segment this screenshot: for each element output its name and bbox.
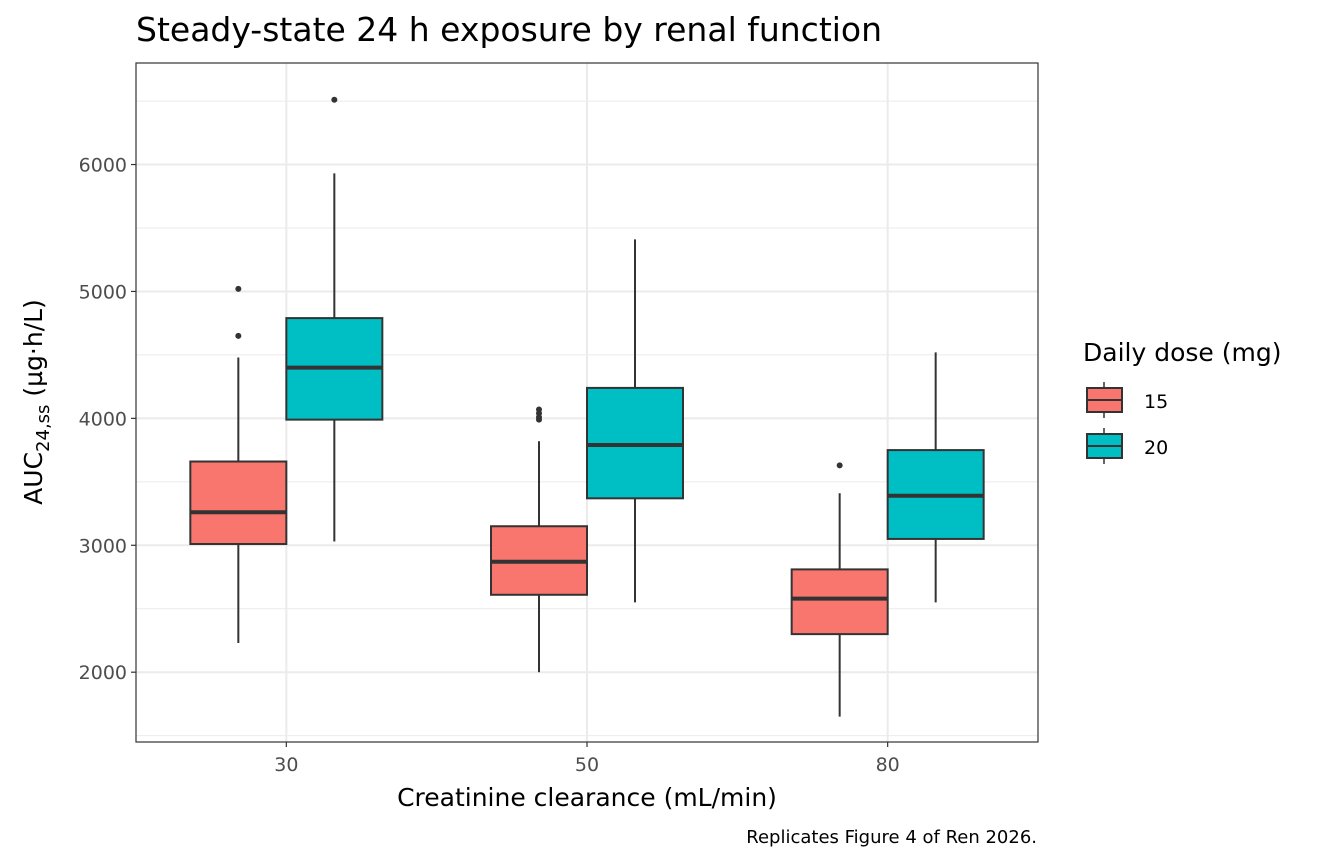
y-axis-title-unit: (µg·h/L) — [19, 299, 48, 404]
x-axis: 30 50 80 — [274, 742, 900, 776]
box-15-80 — [790, 462, 889, 717]
box-15-50 — [490, 406, 588, 673]
legend: Daily dose (mg) 15 20 — [1083, 338, 1281, 464]
y-tick-label: 6000 — [79, 155, 127, 177]
box-layer — [189, 96, 985, 717]
y-axis-title-main: AUC — [19, 452, 48, 505]
legend-title: Daily dose (mg) — [1083, 338, 1281, 367]
chart-title: Steady-state 24 h exposure by renal func… — [136, 10, 882, 49]
iqr-box — [189, 460, 288, 546]
legend-label-20: 20 — [1144, 437, 1168, 459]
y-tick-label: 5000 — [79, 281, 127, 303]
x-tick-label: 80 — [876, 754, 900, 776]
x-tick-label: 50 — [575, 754, 599, 776]
box-20-50 — [586, 239, 684, 603]
box-15-30 — [189, 285, 288, 644]
outlier-point — [331, 96, 338, 103]
box-20-30 — [285, 96, 384, 542]
box-20-80 — [886, 352, 985, 603]
outlier-point — [836, 462, 843, 469]
iqr-box — [790, 568, 889, 636]
y-axis-title: AUC24,ss (µg·h/L) — [19, 299, 54, 505]
outlier-point — [536, 406, 542, 413]
y-tick-label: 4000 — [79, 408, 127, 430]
chart-caption: Replicates Figure 4 of Ren 2026. — [746, 827, 1037, 848]
y-axis: 2000 3000 4000 5000 6000 — [79, 155, 136, 684]
outlier-point — [235, 332, 242, 339]
y-axis-title-subscript: 24,ss — [33, 405, 54, 452]
outlier-point — [235, 285, 242, 292]
x-axis-title: Creatinine clearance (mL/min) — [397, 783, 777, 812]
y-tick-label: 3000 — [79, 535, 127, 557]
x-tick-label: 30 — [274, 754, 298, 776]
legend-label-15: 15 — [1144, 391, 1168, 413]
y-tick-label: 2000 — [79, 662, 127, 684]
